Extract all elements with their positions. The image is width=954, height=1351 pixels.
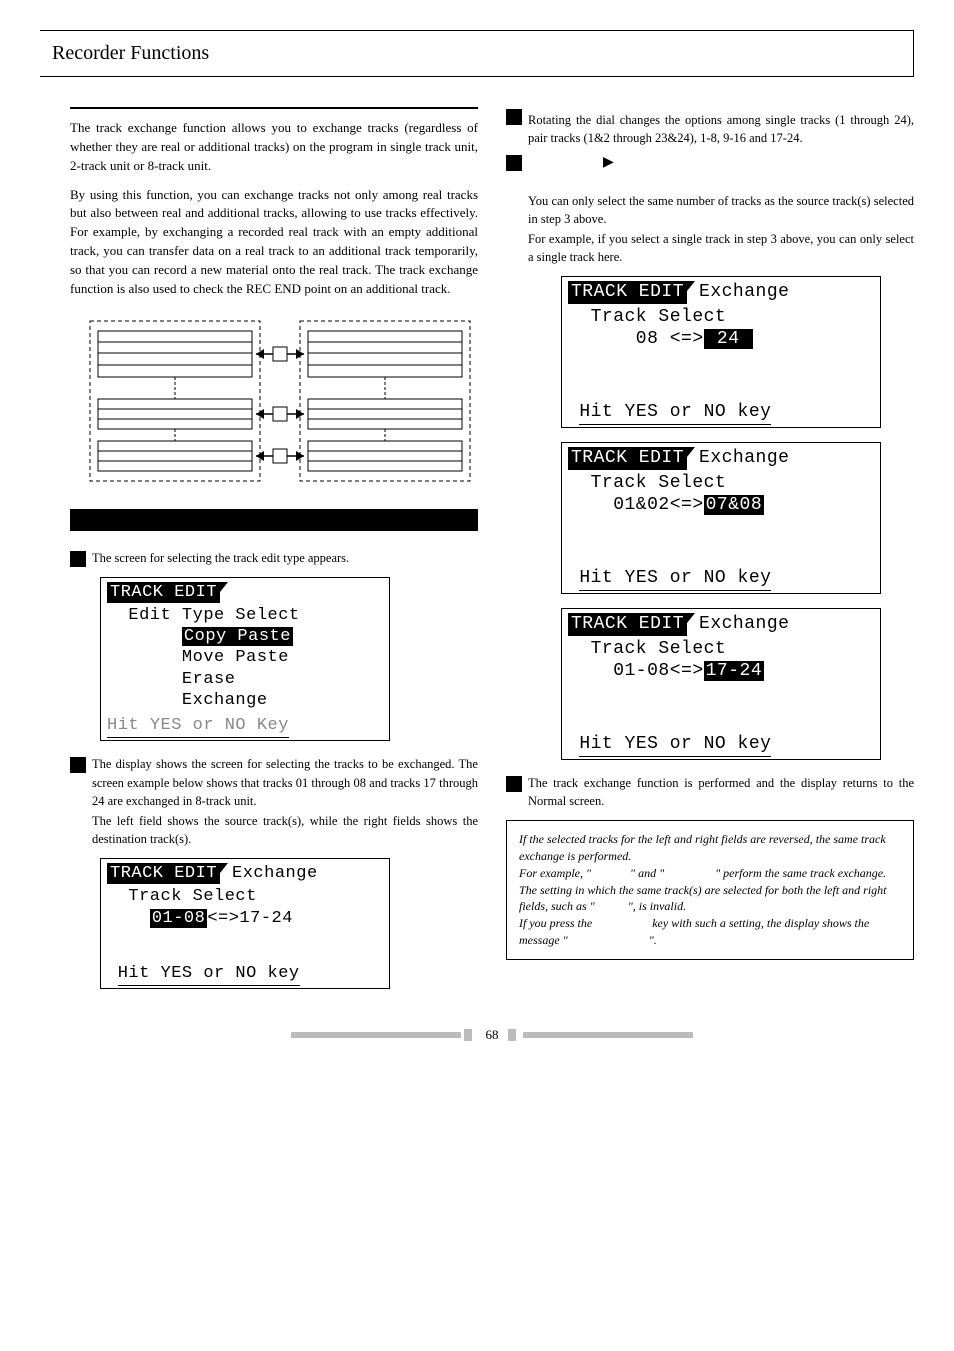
- note-line: The setting in which the same track(s) a…: [519, 883, 887, 914]
- intro-p2: By using this function, you can exchange…: [70, 186, 478, 299]
- step-1-desc: The screen for selecting the track edit …: [92, 549, 478, 567]
- lcd-hint: Hit YES or NO key: [568, 563, 874, 592]
- step-2-desc2: The left field shows the source track(s)…: [92, 812, 478, 848]
- step-num-icon: [506, 776, 522, 792]
- lcd-title: TRACK EDIT: [568, 613, 687, 636]
- lcd-example-pair: TRACK EDIT Exchange Track Select 01&02<=…: [561, 442, 881, 594]
- footer-bar-left: [291, 1032, 461, 1038]
- step-num-icon: [506, 109, 522, 125]
- step-num-icon: [70, 551, 86, 567]
- footer-tick-icon: [464, 1029, 472, 1041]
- lcd-line: Track Select: [568, 472, 874, 495]
- note-line: If you press the key with such a setting…: [519, 916, 869, 947]
- right-column: Rotating the dial changes the options am…: [506, 107, 914, 1003]
- page-title: Recorder Functions: [52, 39, 901, 68]
- lcd-line: 08 <=> 24: [568, 328, 874, 351]
- lcd-line: 01-08<=>17-24: [568, 660, 874, 683]
- exchange-diagram: [70, 311, 478, 491]
- lcd-title: TRACK EDIT: [568, 447, 687, 470]
- lcd-title: TRACK EDIT: [568, 281, 687, 304]
- lcd-example-single: TRACK EDIT Exchange Track Select 08 <=> …: [561, 276, 881, 428]
- cursor-right-icon: ▶: [603, 153, 614, 173]
- page-number: 68: [486, 1026, 499, 1045]
- notch-icon: [687, 613, 695, 633]
- step-2-desc: The display shows the screen for selecti…: [92, 755, 478, 848]
- notch-icon: [220, 582, 228, 602]
- lcd-example-8track: TRACK EDIT Exchange Track Select 01-08<=…: [561, 608, 881, 760]
- lcd-title: TRACK EDIT: [107, 582, 220, 603]
- notch-icon: [687, 281, 695, 301]
- lcd-hint: Hit YES or NO key: [107, 959, 383, 986]
- intro-text: The track exchange function allows you t…: [70, 119, 478, 299]
- lcd-title: TRACK EDIT: [107, 863, 220, 884]
- lcd-hint: Hit YES or NO key: [568, 397, 874, 426]
- lcd-hint: Hit YES or NO key: [568, 729, 874, 758]
- footer-bar-right: [523, 1032, 693, 1038]
- lcd-title-tail: Exchange: [695, 613, 793, 636]
- page-footer: 68: [70, 1025, 914, 1044]
- page-header: Recorder Functions: [40, 30, 914, 77]
- step-4-desc2: For example, if you select a single trac…: [528, 230, 914, 266]
- section-rule: [70, 107, 478, 109]
- intro-p1: The track exchange function allows you t…: [70, 119, 478, 176]
- lcd-option-selected: Copy Paste: [107, 626, 383, 647]
- note-line: If the selected tracks for the left and …: [519, 832, 886, 863]
- lcd-line: 01&02<=>07&08: [568, 494, 874, 517]
- step-4-desc: You can only select the same number of t…: [528, 192, 914, 267]
- lcd-title-tail: Exchange: [228, 863, 322, 884]
- diagram-svg: [70, 311, 480, 491]
- step-3-desc: Rotating the dial changes the options am…: [528, 111, 914, 147]
- lcd-hint: Hit YES or NO Key: [107, 711, 383, 738]
- lcd-line: Track Select: [107, 886, 383, 907]
- step-num-icon: [70, 757, 86, 773]
- note-line: For example, " " and " " perform the sam…: [519, 866, 886, 880]
- step-4: ▶: [506, 153, 914, 173]
- lcd-line: 01-08<=>17-24: [107, 908, 383, 929]
- lcd-option: Exchange: [107, 690, 383, 711]
- footer-tick-icon: [508, 1029, 516, 1041]
- step-5-desc: The track exchange function is performed…: [528, 774, 914, 810]
- lcd-option: Erase: [107, 669, 383, 690]
- lcd-edit-type: TRACK EDIT Edit Type Select Copy Paste M…: [100, 577, 390, 742]
- notch-icon: [687, 447, 695, 467]
- lcd-line: Edit Type Select: [107, 605, 383, 626]
- lcd-title-tail: Exchange: [695, 281, 793, 304]
- section-black-bar: [70, 509, 478, 531]
- lcd-line: Track Select: [568, 638, 874, 661]
- content-columns: The track exchange function allows you t…: [70, 107, 914, 1003]
- lcd-track-select-src: TRACK EDIT Exchange Track Select 01-08<=…: [100, 858, 390, 989]
- step-num-icon: [506, 155, 522, 171]
- notch-icon: [220, 863, 228, 883]
- note-box: If the selected tracks for the left and …: [506, 820, 914, 960]
- lcd-option: Move Paste: [107, 647, 383, 668]
- left-column: The track exchange function allows you t…: [70, 107, 478, 1003]
- lcd-title-tail: Exchange: [695, 447, 793, 470]
- lcd-line: Track Select: [568, 306, 874, 329]
